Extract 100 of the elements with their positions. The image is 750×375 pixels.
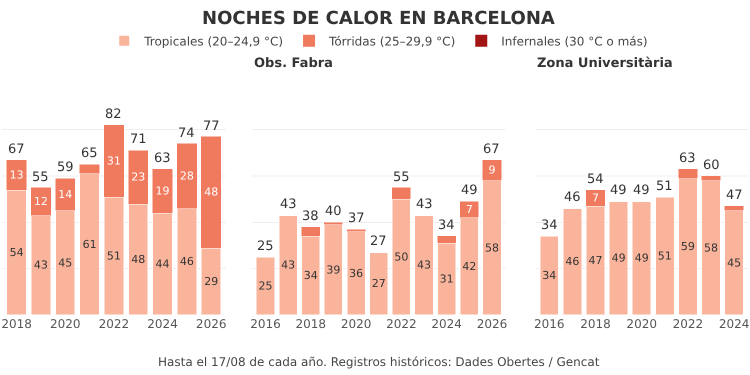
data-label: 61 xyxy=(82,238,97,251)
total-label: 55 xyxy=(393,170,410,185)
total-label: 40 xyxy=(325,204,342,219)
total-label: 47 xyxy=(726,188,743,203)
bar xyxy=(152,169,173,214)
total-label: 77 xyxy=(203,119,220,134)
total-label: 25 xyxy=(257,239,274,254)
x-tick-label: 2024 xyxy=(431,317,462,331)
bar xyxy=(414,214,434,315)
total-label: 71 xyxy=(130,132,147,147)
x-tick-label: 2026 xyxy=(476,317,508,331)
x-tick-label: 2024 xyxy=(718,317,750,331)
bar xyxy=(539,236,560,315)
total-label: 49 xyxy=(633,183,650,198)
total-label: 49 xyxy=(610,183,627,198)
bar xyxy=(702,176,720,181)
data-label: 31 xyxy=(440,272,454,286)
bar xyxy=(436,242,456,315)
data-label: 28 xyxy=(180,169,194,182)
bar xyxy=(392,198,412,315)
data-label: 51 xyxy=(658,249,672,262)
total-label: 54 xyxy=(587,172,604,187)
x-tick-label: 2018 xyxy=(580,317,611,331)
bar xyxy=(482,160,502,181)
total-label: 60 xyxy=(703,158,720,173)
data-label: 54 xyxy=(10,246,24,259)
data-label: 7 xyxy=(466,203,473,216)
total-label: 67 xyxy=(8,142,25,157)
x-tick-label: 2020 xyxy=(50,317,81,331)
total-label: 65 xyxy=(81,146,98,161)
text: Hasta el 17/08 de cada año. Registros históricos: Dades Obertes / Gencat xyxy=(158,355,600,369)
bar xyxy=(128,203,149,315)
data-label: 9 xyxy=(488,164,496,177)
bar xyxy=(346,231,366,315)
bar xyxy=(54,210,76,315)
bar xyxy=(256,256,276,315)
total-label: 63 xyxy=(154,151,171,166)
x-tick-label: 2016 xyxy=(250,317,281,331)
data-label: 43 xyxy=(34,258,48,272)
data-label: 31 xyxy=(106,154,121,168)
data-label: 27 xyxy=(372,277,386,290)
chart-subtitle: Obs. Fabra xyxy=(254,56,333,71)
bar xyxy=(176,208,198,315)
data-label: 34 xyxy=(542,269,556,282)
bar xyxy=(103,196,124,315)
data-label: 43 xyxy=(417,258,432,272)
total-label: 63 xyxy=(679,151,696,166)
bar xyxy=(632,200,652,315)
bar xyxy=(201,136,222,248)
total-label: 34 xyxy=(541,218,558,233)
x-tick-label: 2018 xyxy=(1,317,32,331)
x-tick-label: 2018 xyxy=(296,317,326,331)
x-tick-label: 2022 xyxy=(386,317,417,331)
bar xyxy=(460,201,479,218)
data-label: 45 xyxy=(58,256,72,270)
bar xyxy=(30,214,52,315)
total-label: 49 xyxy=(461,183,478,198)
data-label: 44 xyxy=(156,258,170,271)
bar xyxy=(200,247,222,315)
bar xyxy=(562,208,582,315)
bar xyxy=(80,164,100,174)
data-label: 49 xyxy=(634,252,649,265)
data-label: 42 xyxy=(462,260,476,273)
bar xyxy=(437,236,456,244)
x-tick-label: 2016 xyxy=(534,317,565,331)
bar xyxy=(586,190,605,206)
x-tick-label: 2026 xyxy=(196,317,226,331)
total-label: 37 xyxy=(348,211,365,226)
bar xyxy=(104,125,124,197)
bar xyxy=(392,188,411,200)
bar xyxy=(724,206,744,211)
chart-title: NOCHES DE CALOR EN BARCELONA xyxy=(202,8,555,29)
bar xyxy=(6,160,27,190)
bar xyxy=(678,178,698,315)
data-label: 58 xyxy=(484,241,499,254)
data-label: 46 xyxy=(180,255,194,268)
total-label: 43 xyxy=(416,197,433,212)
x-tick-label: 2020 xyxy=(340,317,372,331)
chart-subtitle: Zona Universitària xyxy=(537,56,673,71)
total-label: 74 xyxy=(178,126,195,141)
data-label: 36 xyxy=(349,266,364,280)
data-label: 59 xyxy=(680,240,695,254)
bar xyxy=(608,200,629,315)
total-label: 38 xyxy=(302,209,319,224)
legend-label: Tórridas (25–29,9 °C) xyxy=(328,34,456,48)
bar xyxy=(128,150,148,204)
data-label: 25 xyxy=(258,280,272,293)
x-tick-label: 2024 xyxy=(147,317,178,331)
data-label: 50 xyxy=(394,250,408,264)
bar xyxy=(701,180,721,315)
data-label: 46 xyxy=(565,255,580,268)
bar xyxy=(724,210,744,315)
total-label: 34 xyxy=(438,218,455,233)
data-label: 47 xyxy=(588,254,602,268)
bar xyxy=(654,196,675,315)
bar xyxy=(482,180,502,315)
data-label: 43 xyxy=(281,258,296,272)
total-label: 82 xyxy=(105,107,122,122)
data-label: 39 xyxy=(326,263,340,276)
bar xyxy=(278,214,298,315)
